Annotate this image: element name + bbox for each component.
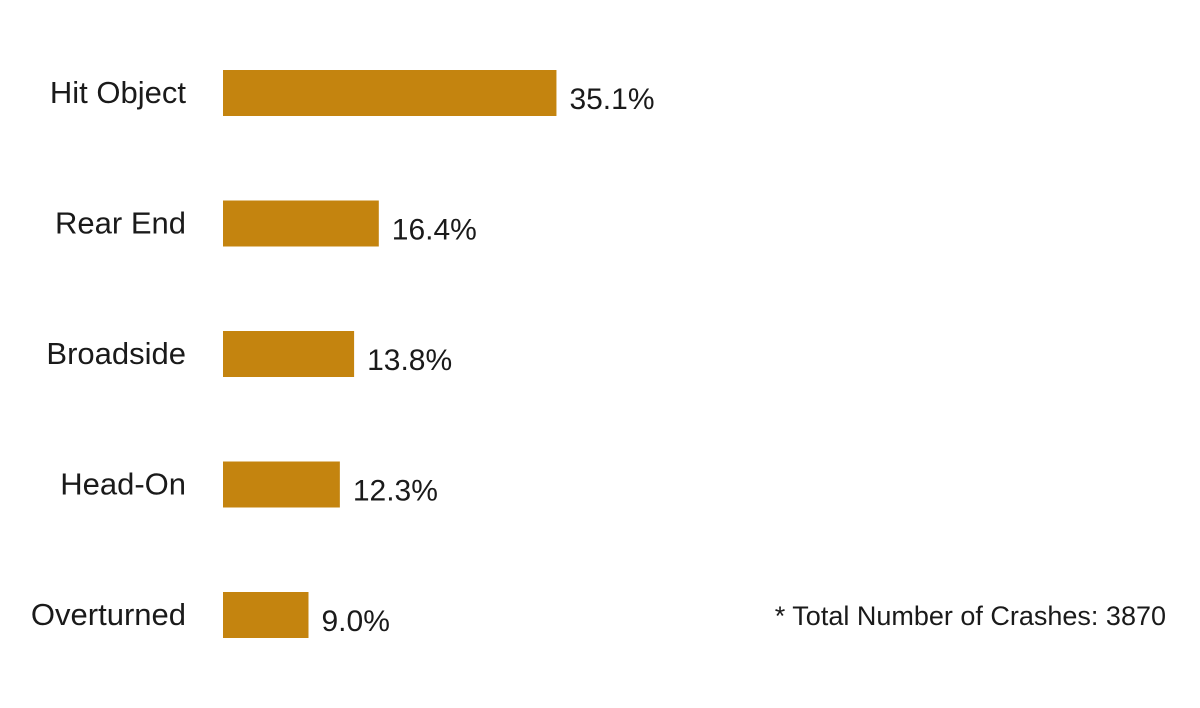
category-label-head-on: Head-On	[60, 467, 186, 502]
value-label-head-on: 12.3%	[353, 475, 438, 508]
value-label-hit-object: 35.1%	[569, 83, 654, 116]
total-crashes-note: * Total Number of Crashes: 3870	[774, 601, 1166, 631]
bar-head-on	[223, 461, 340, 508]
value-label-rear-end: 16.4%	[392, 214, 477, 247]
bar-hit-object	[223, 70, 557, 116]
bar-overturned	[223, 592, 309, 638]
category-label-hit-object: Hit Object	[50, 75, 186, 110]
bar-rear-end	[223, 200, 379, 247]
category-label-broadside: Broadside	[46, 336, 186, 371]
category-label-rear-end: Rear End	[55, 206, 186, 241]
bars-layer	[223, 70, 557, 638]
value-label-overturned: 9.0%	[322, 605, 390, 638]
category-label-overturned: Overturned	[31, 597, 186, 632]
category-labels: Hit Object Rear End Broadside Head-On Overtu…	[31, 75, 186, 632]
value-label-broadside: 13.8%	[367, 344, 452, 377]
value-labels: 35.1% 16.4% 13.8% 12.3% 9.0%	[322, 83, 655, 638]
bar-broadside	[223, 331, 355, 377]
